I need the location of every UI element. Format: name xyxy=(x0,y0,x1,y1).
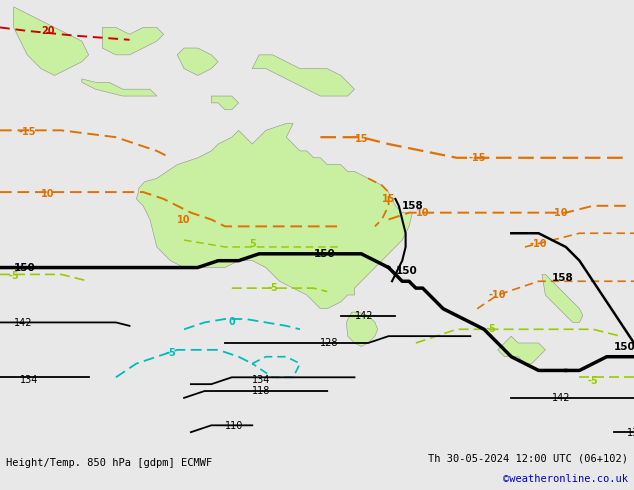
Text: Th 30-05-2024 12:00 UTC (06+102): Th 30-05-2024 12:00 UTC (06+102) xyxy=(428,453,628,463)
Polygon shape xyxy=(178,48,218,75)
Polygon shape xyxy=(211,96,238,110)
Text: 134: 134 xyxy=(20,375,39,385)
Text: 142: 142 xyxy=(552,393,571,403)
Text: 158: 158 xyxy=(402,201,424,211)
Text: 150: 150 xyxy=(314,249,335,259)
Text: -5: -5 xyxy=(486,324,496,334)
Polygon shape xyxy=(14,7,89,75)
Text: 110: 110 xyxy=(225,421,243,431)
Text: 150: 150 xyxy=(614,342,634,352)
Text: -10: -10 xyxy=(489,290,507,300)
Text: 134: 134 xyxy=(627,428,634,438)
Text: 150: 150 xyxy=(14,263,36,272)
Text: -5: -5 xyxy=(165,348,176,358)
Text: -5: -5 xyxy=(8,271,19,281)
Polygon shape xyxy=(346,312,378,346)
Text: 15: 15 xyxy=(382,194,396,204)
Polygon shape xyxy=(82,79,157,96)
Text: -15: -15 xyxy=(469,153,486,163)
Polygon shape xyxy=(542,274,583,322)
Text: 0: 0 xyxy=(228,318,235,327)
Text: 134: 134 xyxy=(252,375,271,385)
Polygon shape xyxy=(102,27,164,55)
Text: 142: 142 xyxy=(14,318,32,328)
Text: 118: 118 xyxy=(252,387,271,396)
Text: -5: -5 xyxy=(588,376,598,386)
Text: -5: -5 xyxy=(268,283,278,293)
Text: 20: 20 xyxy=(41,26,55,36)
Text: -15: -15 xyxy=(18,127,36,137)
Text: 5: 5 xyxy=(249,239,256,248)
Text: Height/Temp. 850 hPa [gdpm] ECMWF: Height/Temp. 850 hPa [gdpm] ECMWF xyxy=(6,458,212,468)
Text: ©weatheronline.co.uk: ©weatheronline.co.uk xyxy=(503,474,628,484)
Text: -10: -10 xyxy=(530,239,547,248)
Text: 142: 142 xyxy=(354,311,373,321)
Text: 10: 10 xyxy=(178,215,191,224)
Text: 15: 15 xyxy=(354,134,368,144)
Polygon shape xyxy=(252,55,354,96)
Text: 150: 150 xyxy=(396,267,417,276)
Polygon shape xyxy=(498,336,545,364)
Text: 10: 10 xyxy=(41,189,55,199)
Polygon shape xyxy=(136,123,413,309)
Text: -10: -10 xyxy=(550,208,568,218)
Text: 10: 10 xyxy=(416,208,429,218)
Text: 128: 128 xyxy=(320,339,339,348)
Text: 158: 158 xyxy=(552,273,574,283)
